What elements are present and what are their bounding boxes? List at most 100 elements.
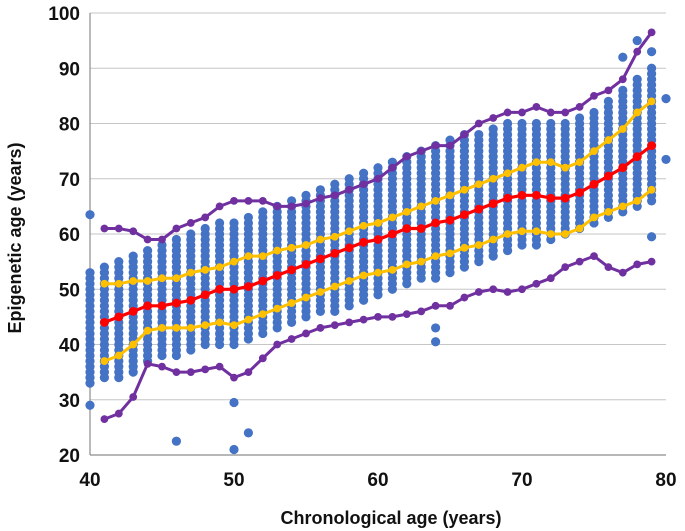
series-marker-median [157,301,167,311]
series-marker-median [460,210,469,220]
series-marker-lower-outer [330,321,339,330]
y-tick-label-80: 80 [59,115,80,136]
series-marker-upper-outer [143,235,152,244]
x-tick-label-40: 40 [79,470,100,491]
outlier-point [229,397,239,408]
trend-lines [100,28,656,423]
series-marker-median [575,188,584,197]
series-marker-upper-inner [604,136,613,144]
series-marker-upper-inner [143,277,152,285]
series-marker-lower-outer [302,329,310,338]
series-marker-upper-outer [287,202,296,211]
series-marker-upper-outer [388,163,397,172]
series-marker-upper-inner [215,263,224,272]
series-marker-upper-outer [129,227,138,236]
series-marker-lower-inner [230,321,238,330]
data-point [344,174,354,184]
series-marker-upper-inner [388,213,397,222]
series-marker-lower-inner [604,208,613,216]
series-marker-lower-inner [273,304,282,313]
outlier-point [171,436,181,446]
data-point [546,118,556,129]
series-marker-median [604,171,613,181]
series-marker-upper-outer [604,86,613,95]
outlier-point [85,400,95,410]
data-point [603,96,614,106]
series-marker-upper-inner [402,208,411,216]
series-marker-lower-inner [302,293,310,302]
series-marker-lower-inner [532,227,541,236]
series-marker-lower-outer [575,257,584,266]
series-marker-upper-outer [114,224,123,233]
series-marker-lower-outer [129,393,138,401]
data-point [575,113,585,123]
data-point [632,74,642,84]
series-marker-lower-inner [100,357,109,365]
series-marker-upper-inner [503,169,512,178]
series-marker-upper-outer [446,141,454,150]
series-marker-upper-inner [359,221,368,230]
series-marker-lower-outer [417,307,426,316]
series-marker-upper-outer [201,213,210,222]
data-point [315,185,325,195]
series-marker-upper-outer [518,108,526,117]
series-marker-median [546,193,556,203]
series-marker-upper-inner [374,219,382,227]
series-marker-upper-inner [431,196,440,205]
series-marker-lower-outer [273,340,282,349]
series-marker-upper-inner [258,252,267,260]
series-marker-upper-inner [345,227,354,236]
data-point [301,190,311,200]
series-marker-upper-outer [302,199,310,208]
series-marker-lower-inner [316,288,325,296]
series-marker-lower-outer [474,288,483,296]
data-point [157,240,167,250]
series-marker-lower-inner [518,227,526,236]
series-marker-median [200,290,210,300]
series-marker-upper-outer [575,103,584,111]
y-tick-label-20: 20 [59,446,80,467]
series-marker-upper-outer [474,119,483,128]
series-marker-lower-inner [460,243,469,252]
series-marker-lower-inner [431,252,440,260]
outlier-point [431,337,441,347]
series-marker-lower-outer [402,310,411,319]
series-marker-lower-inner [374,268,382,277]
series-marker-median [316,254,325,264]
series-marker-upper-outer [633,47,642,56]
x-tick-label-60: 60 [367,470,388,491]
data-point [531,118,542,129]
outlier-point [431,323,441,333]
series-marker-lower-outer [100,415,109,423]
series-marker-upper-outer [532,103,541,111]
data-point [373,163,383,173]
series-marker-median [647,141,656,151]
series-marker-lower-outer [633,260,642,269]
series-marker-upper-inner [618,125,627,133]
series-marker-lower-outer [590,252,598,260]
series-marker-lower-inner [474,241,483,249]
data-point [229,218,239,228]
series-marker-median [301,259,311,269]
series-marker-upper-outer [590,91,598,100]
series-marker-lower-outer [215,362,224,371]
series-marker-upper-outer [345,185,354,194]
series-marker-upper-inner [230,257,238,266]
series-marker-lower-inner [345,277,354,285]
series-marker-upper-inner [546,158,555,167]
data-point [85,268,95,278]
series-marker-lower-inner [402,260,411,269]
data-point [647,63,657,73]
series-marker-lower-inner [503,230,512,238]
series-marker-median [445,215,455,225]
series-marker-upper-outer [431,141,440,150]
series-marker-median [488,199,498,209]
series-marker-lower-inner [590,213,598,222]
series-marker-upper-inner [647,97,656,106]
series-marker-median [402,224,412,233]
series-marker-upper-outer [359,180,368,189]
series-marker-upper-outer [374,174,382,183]
data-point [243,212,253,223]
series-marker-median [359,237,368,247]
series-marker-upper-inner [287,243,296,252]
